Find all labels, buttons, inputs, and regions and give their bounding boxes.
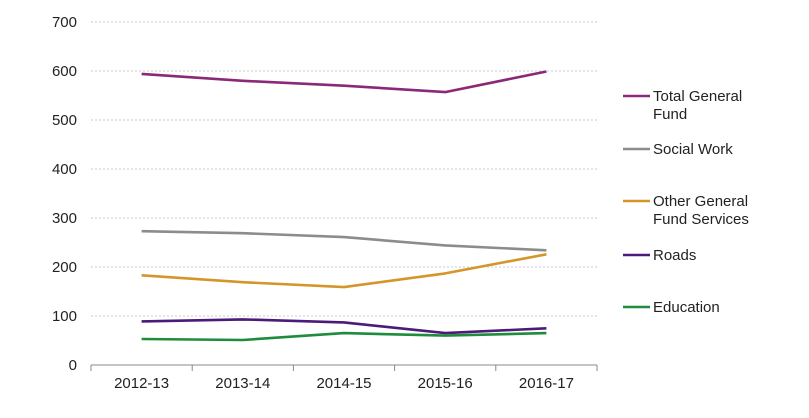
y-tick-label: 600 xyxy=(52,63,77,80)
series-line-social-work xyxy=(141,229,547,252)
legend-item: Other General Fund Services xyxy=(623,193,749,228)
series-line-total-general-fund xyxy=(141,70,547,94)
y-tick-label: 400 xyxy=(52,161,77,178)
series-lines xyxy=(141,70,547,342)
series-line-roads xyxy=(141,318,547,335)
legend-label: Total General Fund xyxy=(653,88,742,123)
legend-item: Total General Fund xyxy=(623,88,742,123)
x-axis: 2012-13 2013-14 2014-15 2015-16 2016-17 xyxy=(90,364,598,392)
y-axis: 0 100 200 300 400 500 600 700 xyxy=(52,14,77,374)
y-tick-label: 300 xyxy=(52,210,77,227)
y-tick-label: 700 xyxy=(52,14,77,31)
x-tick-label: 2013-14 xyxy=(215,375,270,392)
y-tick-label: 0 xyxy=(69,357,77,374)
x-tick-label: 2016-17 xyxy=(519,375,574,392)
legend-label: Roads xyxy=(653,247,696,264)
legend-label: Other General Fund Services xyxy=(653,193,749,228)
legend-label: Education xyxy=(653,299,720,316)
legend-item: Social Work xyxy=(623,141,733,158)
y-tick-label: 100 xyxy=(52,308,77,325)
x-tick-label: 2015-16 xyxy=(418,375,473,392)
x-tick-label: 2012-13 xyxy=(114,375,169,392)
x-tick-label: 2014-15 xyxy=(316,375,371,392)
series-line-education xyxy=(141,331,547,342)
y-tick-label: 500 xyxy=(52,112,77,129)
legend: Total General Fund Social Work Other Genera… xyxy=(623,88,749,316)
series-line-other-general-fund-services xyxy=(141,253,547,289)
y-tick-label: 200 xyxy=(52,259,77,276)
legend-item: Education xyxy=(623,299,720,316)
legend-item: Roads xyxy=(623,247,696,264)
gridlines xyxy=(91,21,597,317)
legend-label: Social Work xyxy=(653,141,733,158)
